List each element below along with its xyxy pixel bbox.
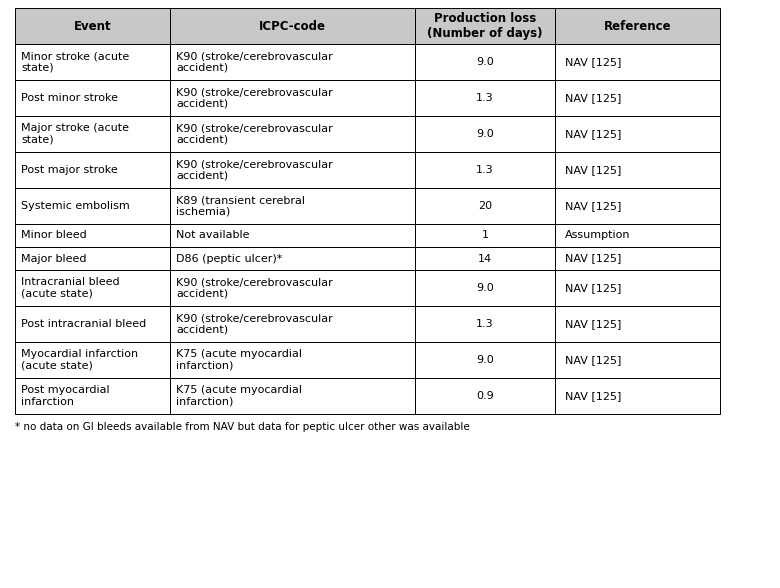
Text: 0.9: 0.9 bbox=[476, 391, 494, 401]
Bar bbox=[15, 8, 170, 44]
Text: Reference: Reference bbox=[604, 19, 672, 32]
Bar bbox=[15, 80, 170, 116]
Text: NAV [125]: NAV [125] bbox=[565, 93, 622, 103]
Text: K90 (stroke/cerebrovascular
accident): K90 (stroke/cerebrovascular accident) bbox=[176, 51, 333, 73]
Text: NAV [125]: NAV [125] bbox=[565, 319, 622, 329]
Bar bbox=[15, 270, 170, 306]
Text: NAV [125]: NAV [125] bbox=[565, 165, 622, 175]
Bar bbox=[15, 378, 170, 414]
Bar bbox=[170, 152, 415, 188]
Bar bbox=[15, 116, 170, 152]
Bar bbox=[170, 342, 415, 378]
Text: Major stroke (acute
state): Major stroke (acute state) bbox=[21, 123, 129, 145]
Bar bbox=[170, 116, 415, 152]
Bar bbox=[415, 152, 555, 188]
Text: Event: Event bbox=[73, 19, 112, 32]
Text: 9.0: 9.0 bbox=[476, 355, 494, 365]
Bar bbox=[415, 224, 555, 247]
Bar bbox=[415, 247, 555, 270]
Text: K90 (stroke/cerebrovascular
accident): K90 (stroke/cerebrovascular accident) bbox=[176, 159, 333, 181]
Text: 1: 1 bbox=[481, 230, 488, 240]
Bar bbox=[15, 247, 170, 270]
Text: 20: 20 bbox=[478, 201, 492, 211]
Bar bbox=[15, 44, 170, 80]
Bar bbox=[15, 224, 170, 247]
Text: Systemic embolism: Systemic embolism bbox=[21, 201, 129, 211]
Bar bbox=[415, 342, 555, 378]
Text: NAV [125]: NAV [125] bbox=[565, 129, 622, 139]
Bar bbox=[555, 306, 720, 342]
Bar bbox=[555, 116, 720, 152]
Bar bbox=[555, 152, 720, 188]
Text: Post minor stroke: Post minor stroke bbox=[21, 93, 118, 103]
Text: NAV [125]: NAV [125] bbox=[565, 57, 622, 67]
Text: 9.0: 9.0 bbox=[476, 283, 494, 293]
Text: Myocardial infarction
(acute state): Myocardial infarction (acute state) bbox=[21, 349, 138, 371]
Text: 1.3: 1.3 bbox=[476, 319, 494, 329]
Text: Post intracranial bleed: Post intracranial bleed bbox=[21, 319, 147, 329]
Text: NAV [125]: NAV [125] bbox=[565, 201, 622, 211]
Bar bbox=[555, 44, 720, 80]
Text: 14: 14 bbox=[478, 253, 492, 263]
Text: Intracranial bleed
(acute state): Intracranial bleed (acute state) bbox=[21, 277, 119, 299]
Text: 1.3: 1.3 bbox=[476, 93, 494, 103]
Bar bbox=[555, 224, 720, 247]
Text: ICPC-code: ICPC-code bbox=[259, 19, 326, 32]
Text: Post myocardial
infarction: Post myocardial infarction bbox=[21, 385, 110, 407]
Text: NAV [125]: NAV [125] bbox=[565, 391, 622, 401]
Bar bbox=[170, 306, 415, 342]
Text: Post major stroke: Post major stroke bbox=[21, 165, 118, 175]
Text: K89 (transient cerebral
ischemia): K89 (transient cerebral ischemia) bbox=[176, 195, 305, 217]
Text: Minor bleed: Minor bleed bbox=[21, 230, 87, 240]
Bar bbox=[415, 378, 555, 414]
Bar bbox=[15, 188, 170, 224]
Bar bbox=[555, 342, 720, 378]
Bar bbox=[15, 342, 170, 378]
Text: Assumption: Assumption bbox=[565, 230, 630, 240]
Text: Production loss
(Number of days): Production loss (Number of days) bbox=[427, 12, 543, 40]
Text: * no data on GI bleeds available from NAV but data for peptic ulcer other was av: * no data on GI bleeds available from NA… bbox=[15, 422, 470, 432]
Bar bbox=[555, 80, 720, 116]
Bar bbox=[415, 116, 555, 152]
Bar bbox=[415, 44, 555, 80]
Text: K90 (stroke/cerebrovascular
accident): K90 (stroke/cerebrovascular accident) bbox=[176, 277, 333, 299]
Text: K90 (stroke/cerebrovascular
accident): K90 (stroke/cerebrovascular accident) bbox=[176, 123, 333, 145]
Bar bbox=[555, 8, 720, 44]
Bar bbox=[15, 306, 170, 342]
Text: NAV [125]: NAV [125] bbox=[565, 283, 622, 293]
Text: 9.0: 9.0 bbox=[476, 129, 494, 139]
Bar bbox=[555, 247, 720, 270]
Bar bbox=[170, 8, 415, 44]
Bar bbox=[170, 44, 415, 80]
Text: Major bleed: Major bleed bbox=[21, 253, 87, 263]
Text: Minor stroke (acute
state): Minor stroke (acute state) bbox=[21, 51, 129, 73]
Text: NAV [125]: NAV [125] bbox=[565, 253, 622, 263]
Bar bbox=[555, 188, 720, 224]
Bar bbox=[415, 188, 555, 224]
Bar bbox=[170, 378, 415, 414]
Bar bbox=[15, 152, 170, 188]
Text: 1.3: 1.3 bbox=[476, 165, 494, 175]
Bar bbox=[170, 247, 415, 270]
Bar bbox=[170, 270, 415, 306]
Text: K90 (stroke/cerebrovascular
accident): K90 (stroke/cerebrovascular accident) bbox=[176, 313, 333, 335]
Bar bbox=[415, 306, 555, 342]
Bar bbox=[170, 224, 415, 247]
Text: D86 (peptic ulcer)*: D86 (peptic ulcer)* bbox=[176, 253, 282, 263]
Bar bbox=[555, 378, 720, 414]
Text: Not available: Not available bbox=[176, 230, 250, 240]
Text: K75 (acute myocardial
infarction): K75 (acute myocardial infarction) bbox=[176, 385, 302, 407]
Bar bbox=[415, 270, 555, 306]
Bar bbox=[415, 8, 555, 44]
Bar bbox=[170, 188, 415, 224]
Bar bbox=[555, 270, 720, 306]
Text: K90 (stroke/cerebrovascular
accident): K90 (stroke/cerebrovascular accident) bbox=[176, 87, 333, 109]
Text: 9.0: 9.0 bbox=[476, 57, 494, 67]
Bar bbox=[170, 80, 415, 116]
Text: NAV [125]: NAV [125] bbox=[565, 355, 622, 365]
Bar bbox=[415, 80, 555, 116]
Text: K75 (acute myocardial
infarction): K75 (acute myocardial infarction) bbox=[176, 349, 302, 371]
